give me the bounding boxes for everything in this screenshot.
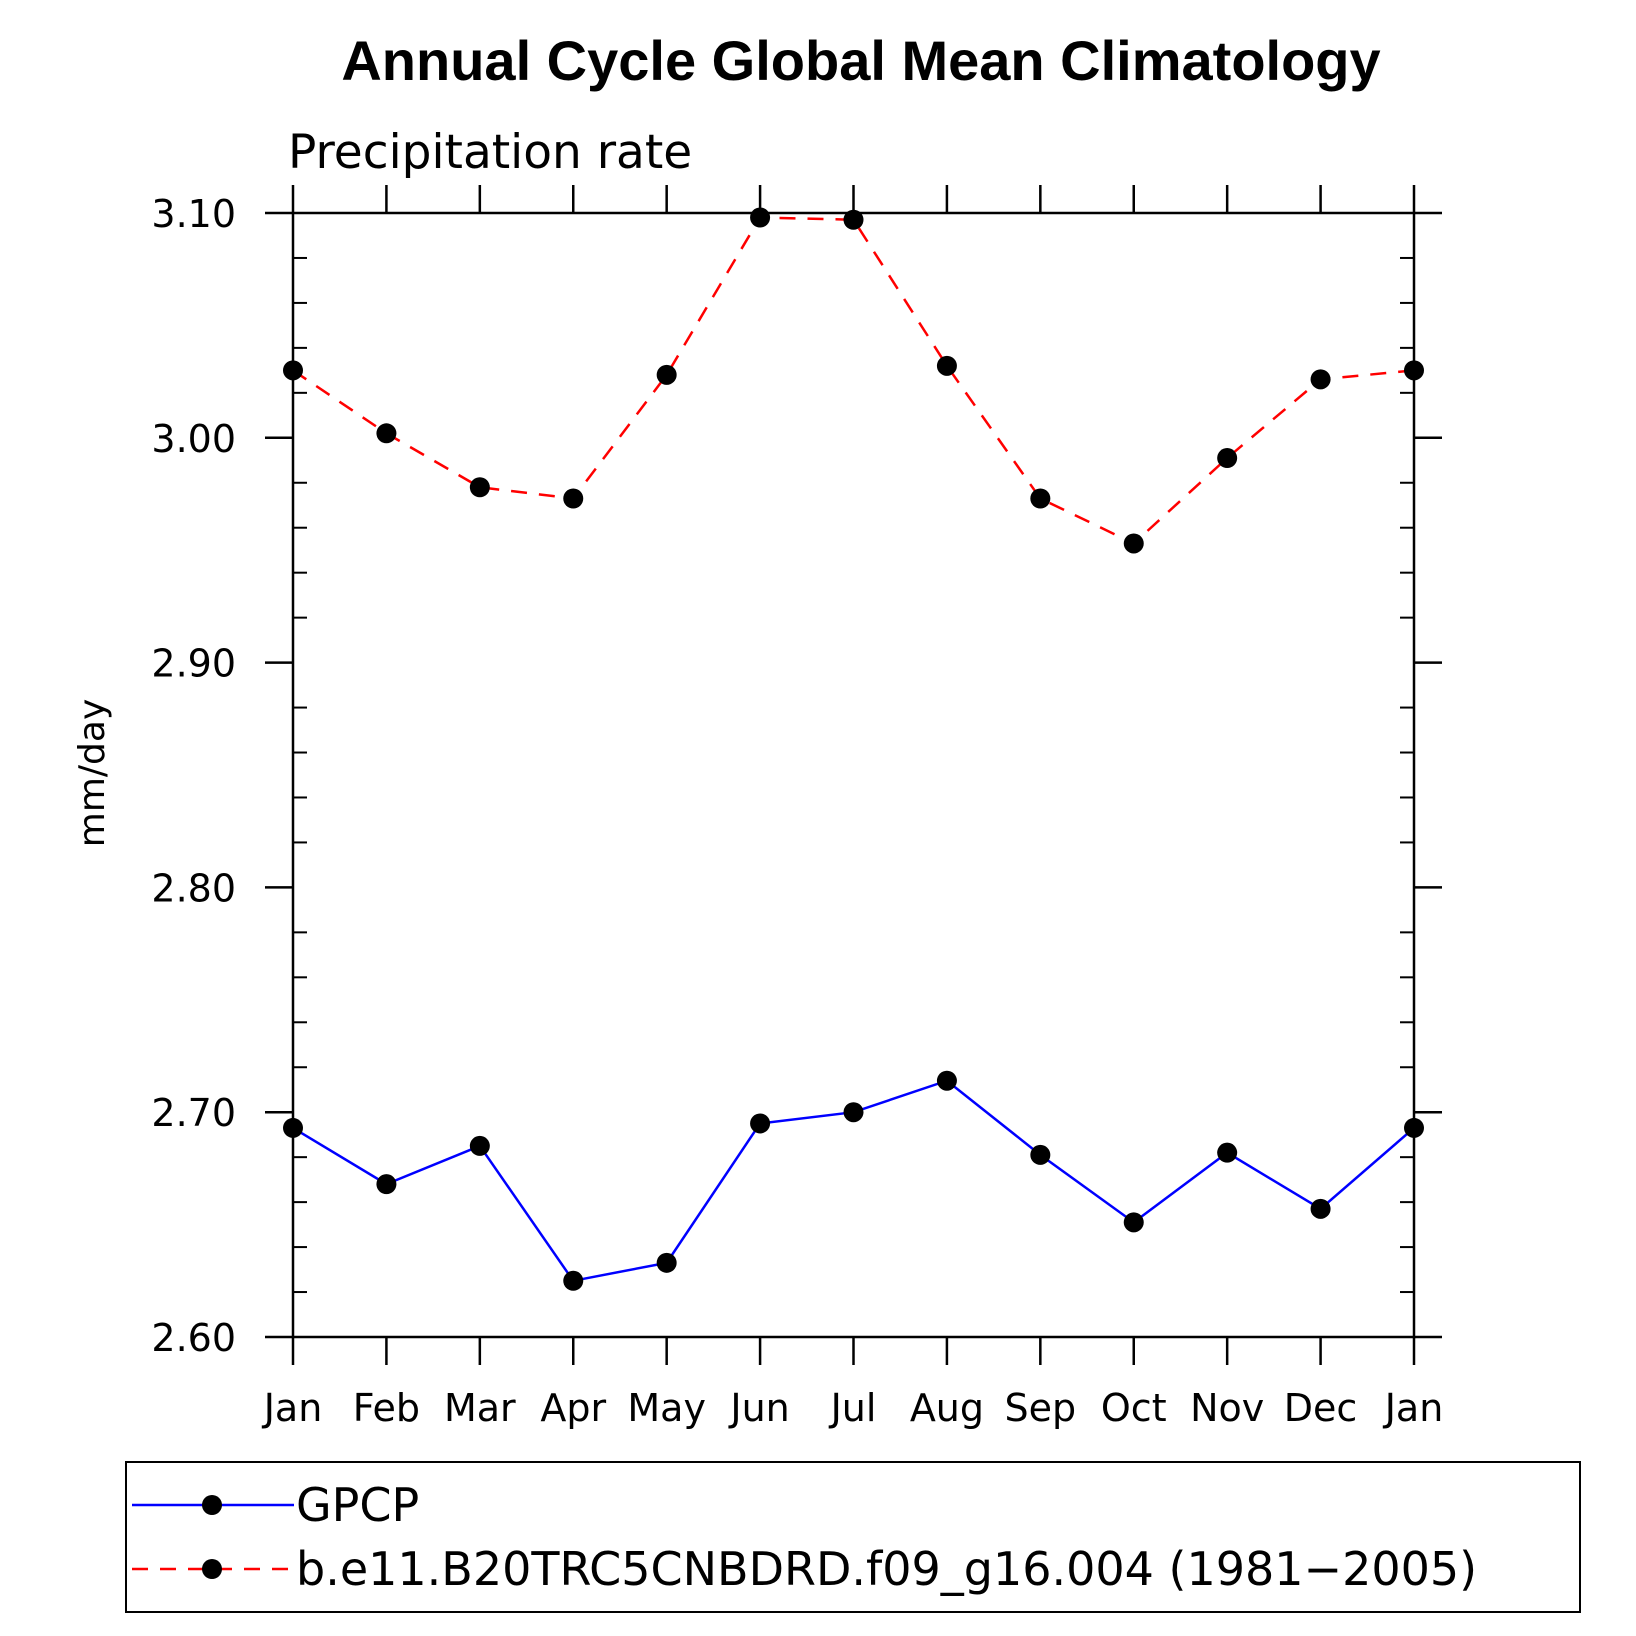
series-group (283, 207, 1424, 1291)
data-point-gpcp (1030, 1144, 1051, 1165)
data-point-model (936, 355, 957, 376)
series-line-model (292, 216, 1415, 545)
legend-marker-gpcp (202, 1495, 222, 1515)
data-point-model (376, 423, 397, 444)
data-point-model (1404, 360, 1424, 381)
data-point-gpcp (1310, 1198, 1331, 1219)
data-point-model (283, 360, 303, 381)
x-tick-label: May (627, 1386, 706, 1430)
x-tick-label: Jul (829, 1386, 877, 1430)
legend-label-gpcp: GPCP (296, 1478, 419, 1532)
data-point-model (469, 477, 490, 498)
legend-marker-model (202, 1559, 222, 1579)
data-point-gpcp (750, 1113, 771, 1134)
data-point-gpcp (843, 1102, 864, 1123)
x-tick-label: Aug (910, 1386, 984, 1430)
data-point-gpcp (563, 1270, 584, 1291)
y-tick-label: 3.10 (151, 192, 236, 236)
data-point-model (1030, 488, 1051, 509)
x-tick-label: Oct (1101, 1386, 1167, 1430)
chart-subtitle: Precipitation rate (288, 125, 692, 180)
legend: GPCP b.e11.B20TRC5CNBDRD.f09_g16.004 (19… (125, 1461, 1581, 1613)
y-tick-label: 2.60 (151, 1316, 236, 1360)
x-tick-label: Apr (540, 1386, 606, 1430)
data-point-model (563, 488, 584, 509)
x-tick-label: Mar (444, 1386, 516, 1430)
data-point-gpcp (1404, 1117, 1424, 1138)
x-tick-label: Jun (728, 1386, 789, 1430)
x-tick-label: Nov (1190, 1386, 1264, 1430)
axes-group: Jan Feb Mar Apr May Jun Jul Aug Sep Oct Nov Dec Jan 2… (151, 185, 1443, 1430)
y-tick-label: 2.80 (151, 866, 236, 910)
data-point-model (843, 209, 864, 230)
y-tick-label: 2.70 (151, 1091, 236, 1135)
data-point-gpcp (469, 1135, 490, 1156)
data-point-model (750, 207, 771, 228)
data-point-model (1123, 533, 1144, 554)
x-tick-label: Feb (353, 1386, 420, 1430)
legend-box (125, 1461, 1581, 1613)
data-point-model (656, 364, 677, 385)
data-point-model (1310, 369, 1331, 390)
data-point-gpcp (656, 1252, 677, 1273)
data-point-gpcp (376, 1174, 397, 1195)
x-tick-label: Dec (1284, 1386, 1358, 1430)
y-axis-label: mm/day (72, 699, 113, 847)
data-point-model (1217, 448, 1238, 469)
x-tick-label: Jan (1383, 1386, 1444, 1430)
data-point-gpcp (1217, 1142, 1238, 1163)
x-tick-label: Sep (1005, 1386, 1077, 1430)
legend-label-model: b.e11.B20TRC5CNBDRD.f09_g16.004 (1981−20… (296, 1542, 1477, 1596)
y-tick-label: 3.00 (151, 417, 236, 461)
data-point-gpcp (1123, 1212, 1144, 1233)
x-tick-label: Jan (262, 1386, 323, 1430)
data-point-gpcp (283, 1117, 303, 1138)
chart-title: Annual Cycle Global Mean Climatology (341, 29, 1380, 92)
y-tick-label: 2.90 (151, 642, 236, 686)
data-point-gpcp (936, 1070, 957, 1091)
plot-frame (291, 211, 1416, 1339)
